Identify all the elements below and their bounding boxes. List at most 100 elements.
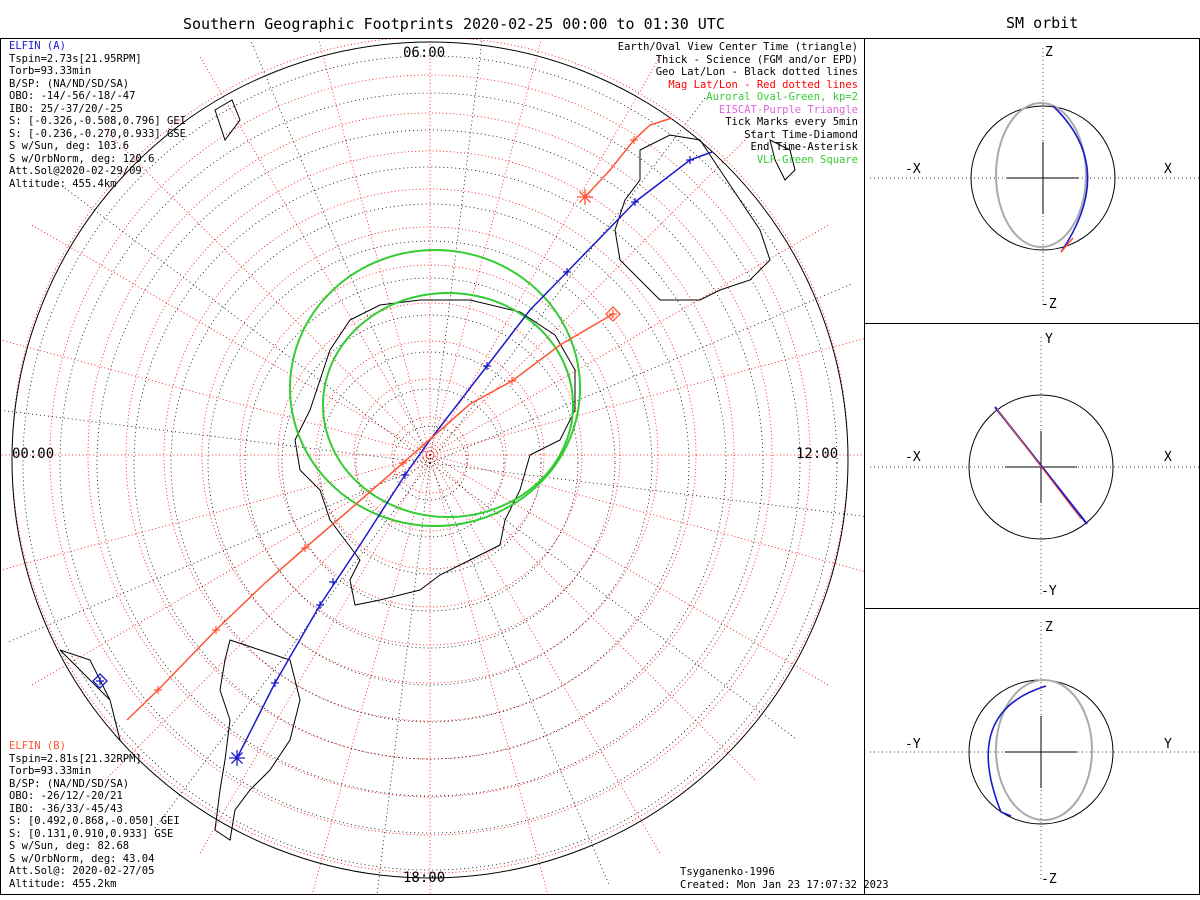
geo-lon-line xyxy=(429,462,798,741)
sm1-orbit-gray xyxy=(995,102,1087,248)
elfin-b-line: B/SP: (NA/ND/SD/SA) xyxy=(9,777,130,790)
sm3-bottom-label: -Z xyxy=(1041,872,1057,887)
sm3-right-label: Y xyxy=(1164,737,1172,752)
mag-lat-circle xyxy=(277,302,583,608)
elfin-b-line: Torb=93.33min xyxy=(9,765,92,777)
elfin-a-line: Tspin=2.73s[21.95RPM] xyxy=(9,52,142,65)
geo-lon-line xyxy=(429,39,483,464)
sm-orbit-panels xyxy=(870,48,1200,882)
elfin-a-tick xyxy=(631,198,639,206)
geo-lat-circle xyxy=(22,55,838,871)
elfin-a-tick xyxy=(401,471,409,479)
elfin-b-start-diamond xyxy=(605,306,621,322)
mag-lon-line xyxy=(429,454,829,686)
elfin-b-end-asterisk xyxy=(577,189,593,205)
geo-lon-line xyxy=(376,462,431,894)
mag-lat-circle xyxy=(49,74,811,836)
auroral-oval-outer xyxy=(289,249,581,527)
elfin-b-tick xyxy=(508,377,516,385)
legend: Earth/Oval View Center Time (triangle) Th… xyxy=(618,41,858,166)
elfin-a-line: S: [-0.236,-0.270,0.933] GSE xyxy=(9,127,187,140)
elfin-a-line: Torb=93.33min xyxy=(9,65,92,77)
map-label-bottom: 18:00 xyxy=(403,870,446,886)
elfin-a-line: S: [-0.326,-0.508,0.796] GEI xyxy=(9,115,187,127)
geo-lon-line xyxy=(1,409,431,464)
sm2-orbit-b xyxy=(996,408,1082,520)
geo-lon-line xyxy=(429,282,854,464)
sm2-right-label: X xyxy=(1164,450,1172,465)
elfin-b-line: Att.Sol@: 2020-02-27/05 xyxy=(9,865,155,877)
sm1-left-label: -X xyxy=(905,162,921,177)
mag-lon-line xyxy=(429,39,542,456)
legend-item: Earth/Oval View Center Time (triangle) xyxy=(617,41,858,53)
sm1-bottom-label: -Z xyxy=(1041,297,1057,312)
geo-lon-line xyxy=(249,39,431,464)
elfin-a-name: ELFIN (A) xyxy=(9,40,66,52)
elfin-a-line: S w/Sun, deg: 103.6 xyxy=(9,140,130,152)
sm1-right-label: X xyxy=(1164,162,1172,177)
geo-lat-circle xyxy=(133,166,727,760)
elfin-a-line: OBO: -14/-56/-18/-47 xyxy=(9,90,136,102)
legend-item: End Time-Asterisk xyxy=(750,141,858,153)
legend-item: Auroral Oval-Green, kp=2 xyxy=(706,91,858,103)
coastline-segment xyxy=(214,99,241,142)
elfin-b-line: S w/Sun, deg: 82.68 xyxy=(9,840,130,852)
legend-item: VLF-Green Square xyxy=(756,153,858,166)
elfin-a-tick xyxy=(329,578,337,586)
map-label-right: 12:00 xyxy=(796,446,839,462)
sm1-orbit-a xyxy=(1052,105,1089,253)
coastline-segment xyxy=(214,639,301,841)
elfin-a-line: S w/OrbNorm, deg: 120.6 xyxy=(9,152,155,165)
coastline-segment xyxy=(59,649,121,741)
sm1-orbit-b xyxy=(1060,237,1074,253)
mag-lon-line xyxy=(1,339,431,456)
elfin-b-tick xyxy=(630,136,638,144)
sm3-orbit-gray xyxy=(995,679,1093,821)
geo-lon-line xyxy=(62,185,431,464)
footer-model: Tsyganenko-1996 xyxy=(680,866,775,878)
sm3-top-label: Z xyxy=(1045,620,1053,635)
elfin-a-info: ELFIN (A) Tspin=2.73s[21.95RPM] Torb=93.3… xyxy=(9,40,186,190)
map-label-left: 00:00 xyxy=(12,446,55,462)
elfin-b-tick xyxy=(399,459,407,467)
mag-lon-line xyxy=(429,454,864,572)
sm3-left-label: -Y xyxy=(905,737,921,752)
earth-limb xyxy=(11,41,849,879)
geo-lat-circle xyxy=(318,351,542,575)
legend-item: EISCAT-Purple Triangle xyxy=(718,103,858,116)
mag-lon-line xyxy=(104,454,431,781)
elfin-b-tick xyxy=(154,686,162,694)
elfin-b-tick xyxy=(301,544,309,552)
elfin-a-tick xyxy=(271,679,279,687)
elfin-b-line: Tspin=2.81s[21.32RPM] xyxy=(9,752,142,765)
geo-lat-circle xyxy=(59,92,801,834)
elfin-b-line: Altitude: 455.2km xyxy=(9,877,117,890)
elfin-b-line: S: [0.131,0.910,0.933] GSE xyxy=(9,827,174,840)
footprint-tracks xyxy=(92,117,713,766)
elfin-b-info: ELFIN (B) Tspin=2.81s[21.32RPM] Torb=93.3… xyxy=(9,740,180,890)
coastline-segment xyxy=(769,139,796,181)
geo-lon-line xyxy=(429,95,708,464)
elfin-b-track xyxy=(126,313,614,721)
elfin-a-line: IBO: 25/-37/20/-25 xyxy=(9,102,123,115)
elfin-a-tick xyxy=(483,362,491,370)
mag-lon-line xyxy=(1,454,431,571)
mag-lat-circle xyxy=(87,112,773,798)
geo-lon-line xyxy=(6,462,431,644)
sm2-top-label: Y xyxy=(1045,332,1053,347)
legend-item: Start Time-Diamond xyxy=(744,128,858,141)
legend-item: Geo Lat/Lon - Black dotted lines xyxy=(655,66,858,78)
elfin-a-tick xyxy=(686,156,694,164)
elfin-a-tick xyxy=(316,601,324,609)
legend-item: Thick - Science (FGM and/or EPD) xyxy=(655,53,858,66)
elfin-a-end-asterisk xyxy=(229,750,245,766)
coastline xyxy=(59,99,796,841)
sm3-orbit-a xyxy=(987,685,1047,817)
geo-lat-circle xyxy=(207,240,653,686)
elfin-b-line: S w/OrbNorm, deg: 43.04 xyxy=(9,852,155,865)
geo-lat-circle xyxy=(281,314,579,612)
mag-lon-line xyxy=(31,224,431,456)
elfin-b-line: S: [0.492,0.868,-0.050] GEI xyxy=(9,815,180,827)
legend-item: Mag Lat/Lon - Red dotted lines xyxy=(668,78,858,91)
